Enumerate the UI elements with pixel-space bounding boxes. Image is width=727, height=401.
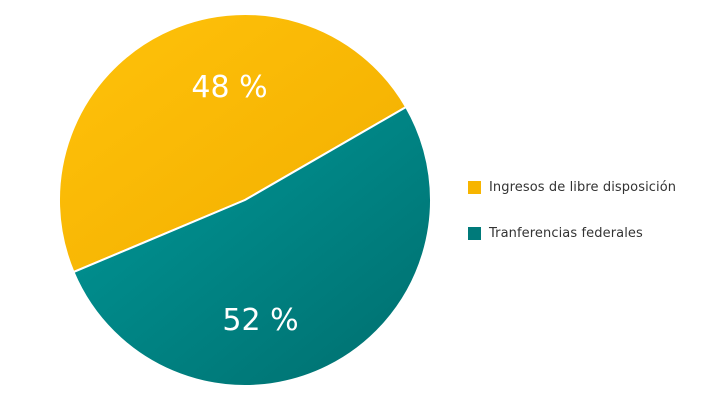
legend: Ingresos de libre disposición Tranferenc… <box>468 176 727 268</box>
pie-chart: 48 % 52 % <box>58 13 432 387</box>
pie-slice-label-1: 52 % <box>222 303 298 338</box>
pie-slice-1 <box>72 105 432 387</box>
legend-swatch-transferencias <box>468 226 481 240</box>
pie-slice-label-0: 48 % <box>191 70 267 105</box>
pie-labels: 48 % 52 % <box>191 70 298 338</box>
legend-swatch-ingresos <box>468 180 481 194</box>
pie-slices <box>58 13 432 387</box>
legend-item-transferencias: Tranferencias federales <box>468 222 727 244</box>
pie-slice-0 <box>58 13 408 274</box>
legend-label-ingresos: Ingresos de libre disposición <box>489 179 677 195</box>
legend-label-transferencias: Tranferencias federales <box>489 225 643 241</box>
legend-item-ingresos: Ingresos de libre disposición <box>468 176 727 198</box>
